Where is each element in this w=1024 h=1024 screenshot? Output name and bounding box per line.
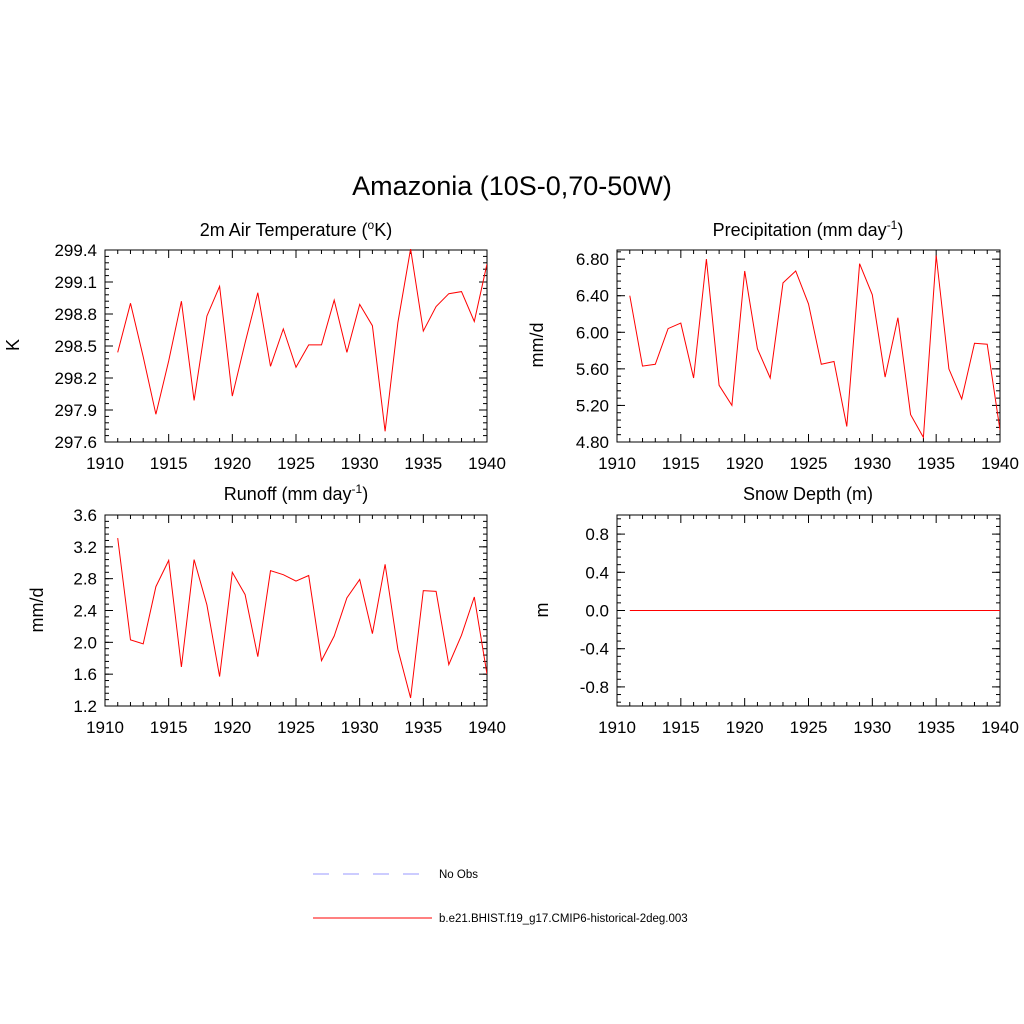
x-tick-label: 1940 — [468, 454, 506, 473]
series-line — [117, 538, 487, 699]
y-tick-label: 3.2 — [73, 538, 97, 557]
y-tick-label: 3.6 — [73, 506, 97, 525]
y-tick-label: 6.40 — [576, 287, 609, 306]
y-tick-label: 5.20 — [576, 396, 609, 415]
x-tick-label: 1940 — [981, 718, 1019, 737]
y-tick-label: 6.00 — [576, 323, 609, 342]
y-tick-label: 298.8 — [54, 305, 97, 324]
y-tick-label: 1.2 — [73, 697, 97, 716]
x-tick-label: 1930 — [341, 454, 379, 473]
y-tick-label: 6.80 — [576, 250, 609, 269]
x-tick-label: 1910 — [86, 454, 124, 473]
y-axis-label: m — [532, 603, 552, 618]
panel-runoff: Runoff (mm day-1) mm/d 1910 1915 1920 1925 1… — [27, 482, 506, 737]
x-tick-label: 1935 — [404, 454, 442, 473]
x-tick-label: 1915 — [662, 454, 700, 473]
y-tick-label: 299.1 — [54, 273, 97, 292]
x-tick-label: 1920 — [726, 718, 764, 737]
x-tick-label: 1930 — [341, 718, 379, 737]
y-tick-label: -0.8 — [580, 678, 609, 697]
x-tick-label: 1930 — [853, 454, 891, 473]
x-tick-label: 1940 — [468, 718, 506, 737]
x-tick-label: 1915 — [150, 718, 188, 737]
x-tick-label: 1935 — [917, 718, 955, 737]
y-tick-label: 0.0 — [585, 602, 609, 621]
x-tick-label: 1915 — [150, 454, 188, 473]
plot-frame — [104, 249, 488, 443]
panel-title: Precipitation (mm day-1) — [713, 218, 904, 240]
legend-label-no-obs: No Obs — [439, 869, 478, 881]
panel-title: Snow Depth (m) — [743, 484, 873, 504]
x-tick-label: 1910 — [86, 718, 124, 737]
legend-label-model: b.e21.BHIST.f19_g17.CMIP6-historical-2de… — [439, 913, 688, 925]
y-axis-label: mm/d — [27, 588, 47, 633]
panel-air-temperature: 2m Air Temperature (oK) K 1910 1915 1920 19… — [3, 218, 506, 473]
y-tick-label: -0.4 — [580, 640, 609, 659]
plot-frame — [104, 514, 488, 707]
y-tick-label: 298.2 — [54, 369, 97, 388]
panel-snow-depth: Snow Depth (m) m 1910 1915 1920 1925 1930 193… — [532, 484, 1019, 737]
x-tick-label: 1920 — [726, 454, 764, 473]
y-tick-label: 0.4 — [585, 563, 609, 582]
x-tick-label: 1935 — [404, 718, 442, 737]
x-tick-label: 1920 — [213, 718, 251, 737]
y-tick-label: 298.5 — [54, 337, 97, 356]
x-tick-label: 1940 — [981, 454, 1019, 473]
y-tick-label: 2.4 — [73, 602, 97, 621]
series-line — [117, 249, 487, 432]
x-tick-label: 1920 — [213, 454, 251, 473]
y-tick-label: 297.9 — [54, 401, 97, 420]
x-tick-label: 1925 — [277, 454, 315, 473]
x-tick-label: 1915 — [662, 718, 700, 737]
y-tick-label: 2.0 — [73, 633, 97, 652]
legend: No Obs b.e21.BHIST.f19_g17.CMIP6-histori… — [313, 869, 688, 925]
panel-precipitation: Precipitation (mm day-1) mm/d 1910 1915 19… — [527, 218, 1019, 473]
y-tick-label: 5.60 — [576, 360, 609, 379]
x-tick-label: 1925 — [790, 718, 828, 737]
y-tick-label: 299.4 — [54, 241, 97, 260]
x-tick-label: 1925 — [790, 454, 828, 473]
y-tick-label: 2.8 — [73, 570, 97, 589]
panel-title: Runoff (mm day-1) — [224, 482, 368, 504]
x-tick-label: 1910 — [598, 454, 636, 473]
y-tick-label: 1.6 — [73, 665, 97, 684]
x-tick-label: 1925 — [277, 718, 315, 737]
x-tick-label: 1935 — [917, 454, 955, 473]
y-tick-label: 297.6 — [54, 433, 97, 452]
y-axis-label: K — [3, 339, 23, 351]
x-tick-label: 1910 — [598, 718, 636, 737]
y-axis-label: mm/d — [527, 323, 547, 368]
panel-title: 2m Air Temperature (oK) — [200, 218, 392, 240]
y-tick-label: 4.80 — [576, 433, 609, 452]
series-line — [629, 255, 1000, 440]
y-tick-label: 0.8 — [585, 525, 609, 544]
plot-frame — [616, 249, 1001, 443]
figure-title: Amazonia (10S-0,70-50W) — [352, 171, 672, 201]
x-tick-label: 1930 — [853, 718, 891, 737]
